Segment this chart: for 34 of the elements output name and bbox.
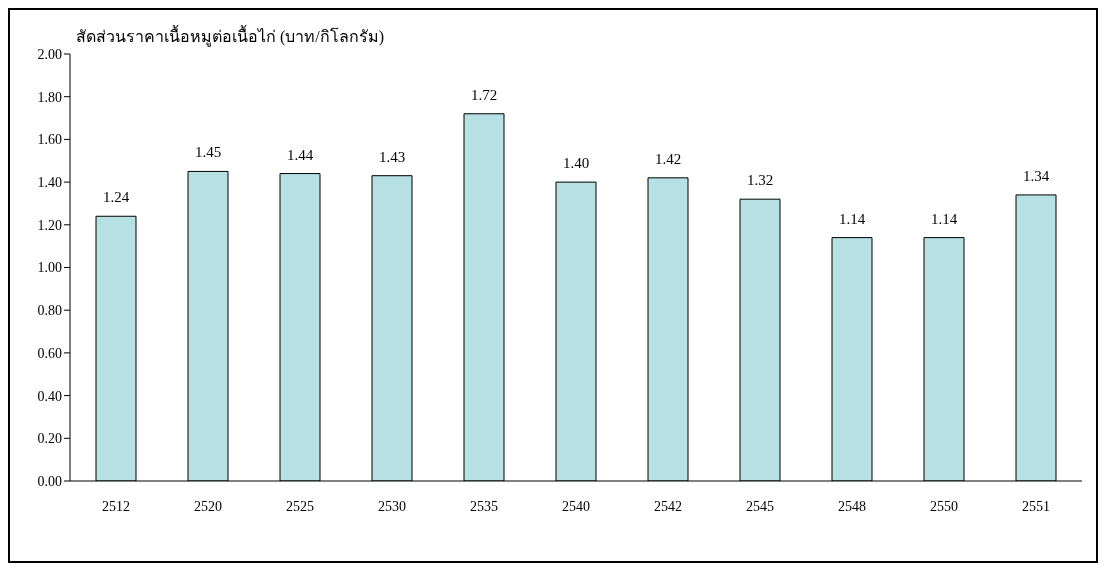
- y-tick-label: 1.60: [37, 132, 62, 148]
- data-label: 1.32: [746, 172, 774, 189]
- y-tick-label: 0.80: [37, 303, 62, 319]
- x-tick-label: 2540: [562, 498, 590, 514]
- x-tick-label: 2542: [654, 498, 682, 514]
- y-tick-label: 1.00: [37, 260, 62, 276]
- chart-title: สัดส่วนราคาเนื้อหมูต่อเนื้อไก่ (บาท/กิโลกรัม): [76, 24, 385, 49]
- x-tick-label: 2545: [746, 498, 774, 514]
- data-label: 1.43: [378, 148, 406, 165]
- y-tick-label: 0.20: [37, 431, 62, 447]
- data-label: 1.45: [194, 144, 222, 161]
- x-tick-label: 2520: [194, 498, 222, 514]
- data-label: 1.14: [930, 210, 958, 227]
- x-tick-label: 2525: [286, 498, 314, 514]
- x-tick-label: 2512: [102, 498, 130, 514]
- y-tick-label: 2.00: [37, 46, 62, 62]
- x-tick-label: 2530: [378, 498, 406, 514]
- data-label: 1.14: [838, 210, 866, 227]
- data-label: 1.72: [470, 86, 498, 103]
- x-tick-label: 2551: [1022, 498, 1050, 514]
- y-tick-label: 0.00: [37, 473, 62, 489]
- data-label: 1.42: [654, 150, 682, 167]
- x-tick-label: 2535: [470, 498, 498, 514]
- data-label: 1.44: [286, 146, 314, 163]
- data-label: 1.24: [102, 189, 130, 206]
- x-tick-label: 2550: [930, 498, 958, 514]
- y-tick-label: 1.80: [37, 89, 62, 105]
- y-tick-label: 1.20: [37, 217, 62, 233]
- y-tick-label: 0.40: [37, 388, 62, 404]
- y-tick-label: 1.40: [37, 175, 62, 191]
- y-tick-label: 0.60: [37, 345, 62, 361]
- data-label: 1.34: [1022, 167, 1050, 184]
- x-tick-label: 2548: [838, 498, 866, 514]
- data-label: 1.40: [562, 155, 590, 172]
